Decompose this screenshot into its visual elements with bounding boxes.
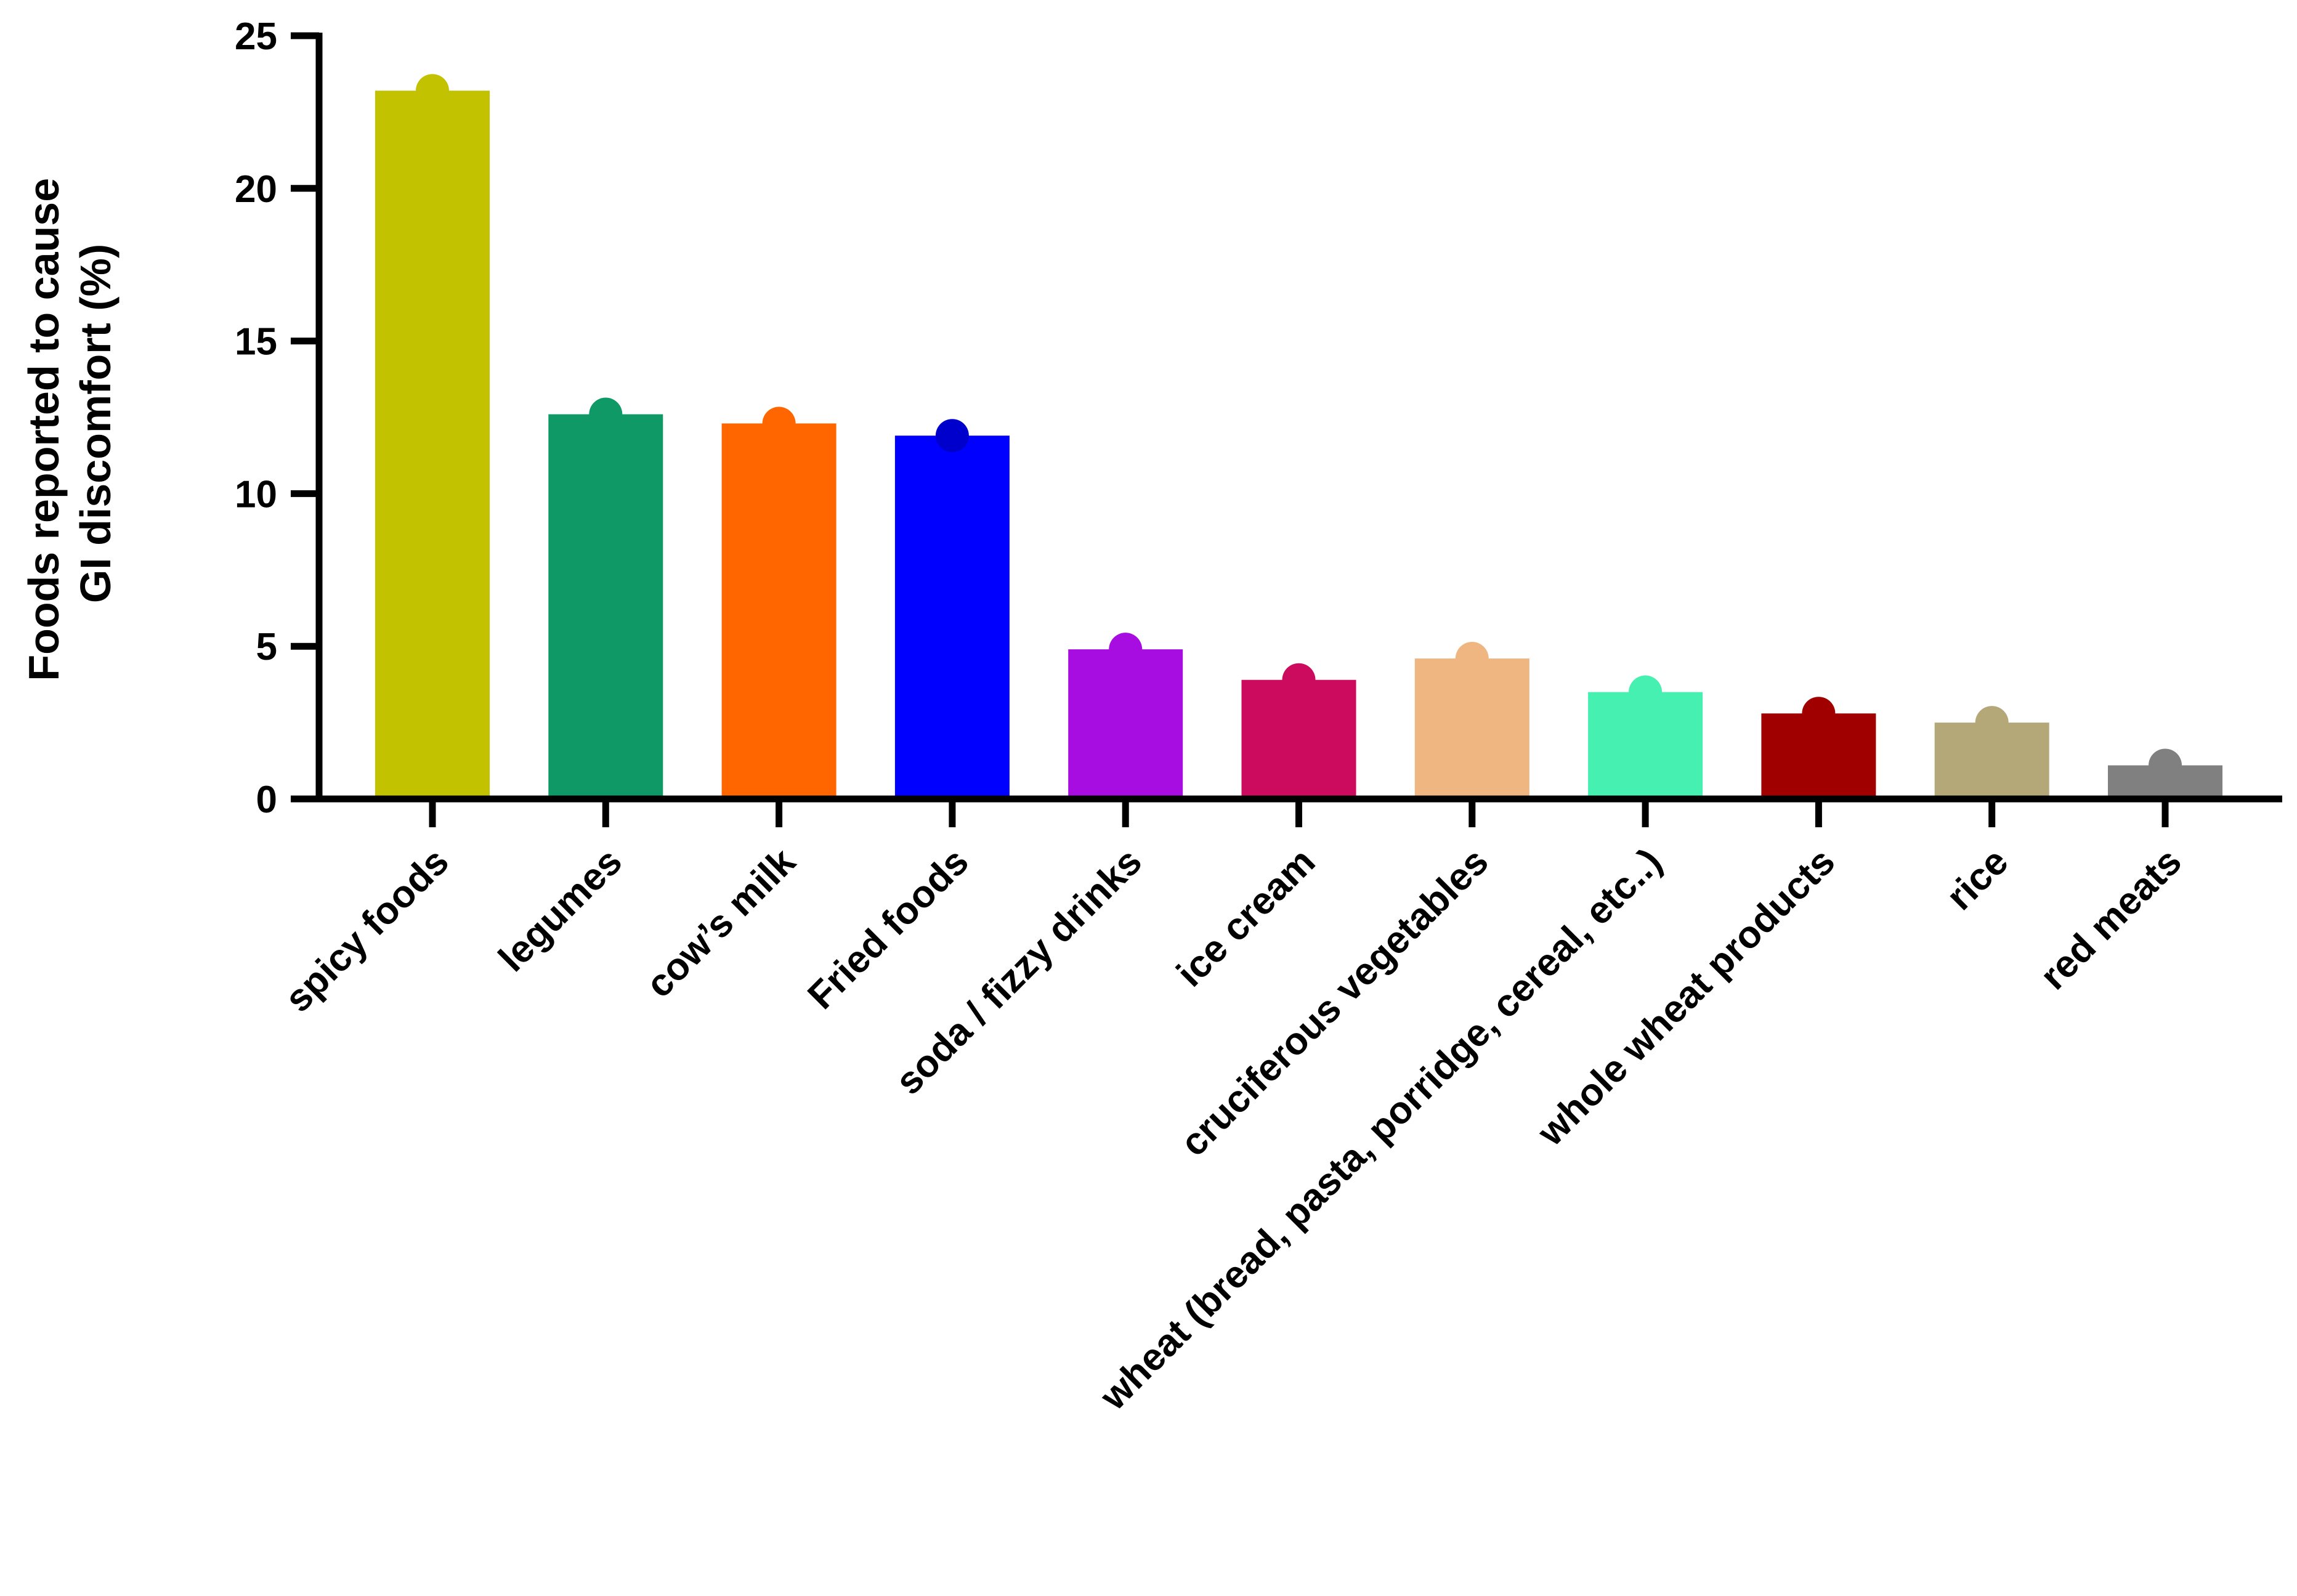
x-tick-label: spicy foods [277,840,456,1020]
x-tick-label: legumes [491,840,631,980]
bar [1241,679,1356,799]
bar [548,414,663,799]
y-axis-label-line-2: GI discomfort (%) [71,244,120,603]
y-tick-label: 0 [256,779,277,821]
y-tick-label: 15 [235,321,277,363]
data-point [1109,633,1143,666]
x-tick-label: whole wheat products [1529,840,1843,1154]
points-layer [416,74,2182,782]
x-tick-label: cow’s milk [638,840,804,1006]
x-tick-label: red meats [2032,840,2190,998]
data-point [1629,675,1663,709]
data-point [2149,748,2182,782]
y-tick-label: 20 [235,168,277,211]
data-point [1282,663,1316,697]
bar [375,91,490,799]
y-axis-label-line-1: Foods reported to cause [20,178,68,681]
y-ticks: 0 5 10 15 20 25 [235,15,319,821]
data-point [1975,706,2009,740]
x-tick-label: cruciferous vegetables [1172,840,1496,1164]
data-point [416,74,449,108]
data-point [1455,642,1489,676]
data-point [589,397,623,431]
y-tick-label: 5 [256,626,277,668]
bar [1068,649,1183,799]
y-axis-label: Foods reported to cause GI discomfort (%… [20,166,120,681]
y-tick-label: 25 [235,15,277,58]
x-tick-label: rice [1938,840,2017,918]
x-tick-label: Fried foods [800,840,976,1017]
x-tick-label: ice cream [1169,840,1323,995]
data-point [935,419,969,453]
bars-layer [375,91,2222,799]
bar [1588,692,1703,799]
bar [721,423,837,799]
y-tick-label: 10 [235,473,277,516]
bar [1414,658,1529,799]
data-point [1802,697,1836,731]
bar [894,435,1010,799]
data-point [762,407,796,440]
